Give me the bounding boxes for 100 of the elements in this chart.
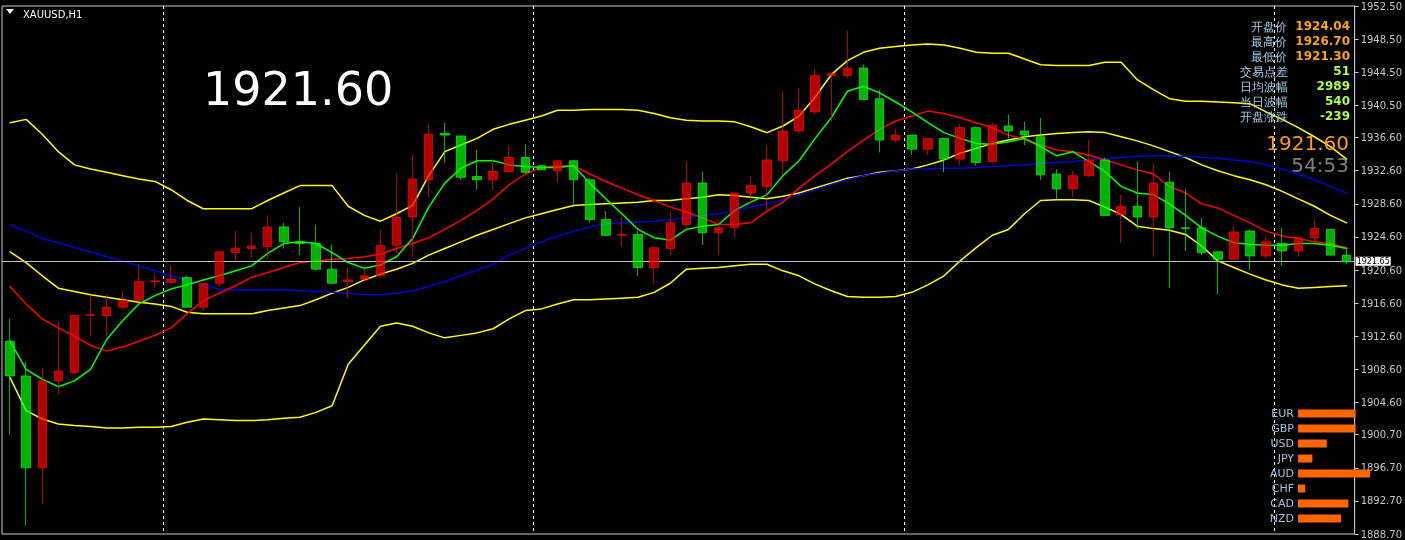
candlestick (118, 291, 128, 310)
y-tick-label: GBP (1271, 422, 1295, 435)
bar (1298, 469, 1370, 478)
candlestick (279, 222, 289, 249)
candlestick (295, 206, 305, 256)
candlestick (827, 73, 836, 123)
candlestick (778, 90, 788, 177)
candlestick (746, 175, 756, 205)
candlestick (698, 171, 707, 246)
y-tick-label: 1888.70 (1360, 528, 1403, 540)
candlestick (714, 219, 723, 256)
candlestick (231, 230, 240, 262)
y-tick-label: 1924.60 (1360, 231, 1403, 243)
candlestick (1036, 117, 1045, 181)
candlestick (134, 263, 144, 302)
annotation: 1924.04 (1295, 19, 1350, 34)
bar (1298, 424, 1356, 433)
line-series (9, 131, 1348, 315)
annotation: 最低价 (1251, 49, 1288, 64)
candlestick (537, 164, 546, 171)
ref-line-label: 1921.65 (1356, 256, 1390, 266)
candlestick (327, 243, 337, 284)
candlestick (102, 294, 111, 337)
annotation: 最高价 (1251, 34, 1288, 49)
y-tick-label: 1952.50 (1360, 0, 1403, 12)
y-tick-label: CAD (1270, 497, 1294, 510)
candlestick (585, 177, 595, 224)
candlestick (166, 265, 176, 283)
candlestick (1116, 194, 1126, 244)
candlestick (311, 223, 321, 272)
y-tick-label: AUD (1269, 467, 1294, 480)
candlestick (1052, 168, 1061, 201)
annotation: -239 (1318, 109, 1350, 124)
candlestick (939, 137, 949, 173)
candlestick (730, 192, 739, 239)
y-tick-label: 1900.70 (1360, 429, 1403, 441)
candlestick (1229, 225, 1239, 260)
candlestick (569, 159, 578, 208)
candlestick (182, 275, 192, 308)
annotation: 交易点差 (1240, 64, 1288, 79)
candlestick (456, 135, 466, 181)
y-tick-label: CHF (1271, 482, 1294, 495)
candlestick (38, 367, 47, 504)
bar (1298, 454, 1313, 463)
candlestick (343, 267, 353, 299)
candlestick (666, 210, 675, 256)
candlestick (472, 149, 482, 191)
candlestick (1197, 217, 1206, 256)
candlestick (875, 89, 884, 153)
candlestick (553, 160, 562, 182)
candlestick (923, 137, 933, 156)
candlestick (1245, 228, 1255, 271)
chart-title: XAUUSD,H1 (23, 8, 83, 20)
candlestick (1213, 251, 1223, 295)
candlestick (1310, 219, 1319, 243)
y-tick-label: 1932.60 (1360, 165, 1403, 177)
y-tick-label: 1928.60 (1360, 198, 1403, 210)
candlestick (617, 216, 627, 247)
candlestick (955, 123, 965, 166)
y-tick-label: EUR (1271, 407, 1295, 420)
candlestick (247, 232, 256, 259)
y-tick-label: 1912.60 (1360, 330, 1403, 342)
bar (1298, 409, 1356, 418)
annotation: 1926.70 (1295, 34, 1350, 49)
bar (1298, 499, 1349, 508)
candlestick (263, 214, 272, 259)
y-tick-label: 1904.60 (1360, 396, 1403, 408)
candlestick (649, 247, 659, 285)
candlestick (376, 228, 385, 278)
y-tick-label: 1940.50 (1360, 99, 1403, 111)
candlestick (86, 295, 95, 337)
candlestick (762, 144, 772, 211)
candlestick (1100, 156, 1110, 217)
candlestick (1165, 171, 1174, 289)
candlestick (1068, 170, 1078, 198)
bar (1298, 439, 1327, 448)
candlestick (215, 251, 224, 288)
candlestick (1004, 113, 1013, 139)
candlestick (1133, 161, 1142, 230)
candlestick (1294, 237, 1303, 258)
y-tick-label: 1920.60 (1360, 264, 1403, 276)
annotation: 开盘价 (1251, 19, 1288, 34)
bar (1298, 514, 1342, 523)
candlestick (521, 143, 530, 174)
candlestick (843, 30, 852, 79)
candlestick (907, 134, 917, 156)
annotation: 1921.60 (203, 62, 394, 116)
y-tick-label: USD (1270, 437, 1294, 450)
candlestick (988, 122, 997, 163)
candlestick (1181, 188, 1190, 252)
candlestick (633, 230, 643, 277)
candlestick (891, 127, 900, 144)
y-tick-label: JPY (1276, 452, 1295, 465)
y-tick-label: 1936.60 (1360, 132, 1403, 144)
annotation: 2989 (1315, 79, 1350, 94)
candlestick (1277, 227, 1287, 267)
line-series (9, 155, 1348, 296)
candlestick (1084, 139, 1094, 178)
annotation: 54:53 (1291, 153, 1349, 177)
candlestick (199, 282, 208, 312)
